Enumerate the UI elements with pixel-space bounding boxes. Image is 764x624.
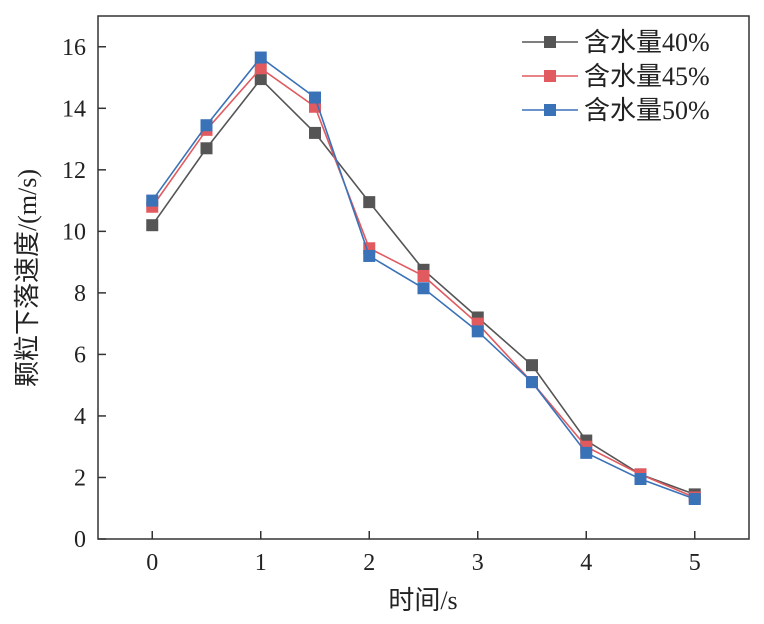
legend-label: 含水量50%	[584, 96, 710, 125]
y-axis: 0 2 4 6 8 10 12 14 16	[62, 35, 106, 553]
y-tick-label: 10	[62, 219, 86, 245]
data-point	[254, 73, 267, 86]
plot-border	[97, 15, 750, 540]
x-tick-label: 1	[255, 550, 267, 576]
legend-label: 含水量40%	[584, 28, 710, 57]
data-point	[309, 91, 321, 104]
data-point	[146, 219, 159, 232]
data-point	[254, 62, 267, 75]
data-point	[417, 269, 430, 282]
legend-item: 含水量40%	[522, 28, 710, 57]
data-point	[363, 196, 376, 209]
legend: 含水量40% 含水量45% 含水量50%	[522, 28, 710, 125]
data-point	[688, 493, 701, 506]
x-axis-title: 时间/s	[388, 586, 457, 615]
series-layer	[146, 51, 701, 506]
data-point	[526, 376, 538, 389]
data-point	[146, 194, 159, 207]
y-tick-label: 6	[74, 342, 86, 368]
data-point	[417, 282, 430, 295]
x-tick-label: 3	[472, 550, 484, 576]
data-point	[200, 142, 213, 155]
data-point	[580, 446, 593, 459]
legend-label: 含水量45%	[584, 62, 710, 91]
data-point	[526, 359, 538, 372]
y-tick-label: 0	[74, 527, 86, 553]
legend-item: 含水量45%	[522, 62, 710, 91]
y-tick-label: 14	[62, 96, 86, 122]
plot-area	[97, 15, 750, 540]
data-point	[634, 473, 647, 486]
legend-marker	[544, 104, 556, 116]
y-axis-title: 颗粒下落速度/(m/s)	[13, 169, 42, 387]
y-tick-label: 12	[62, 158, 86, 184]
x-tick-label: 2	[363, 550, 375, 576]
data-point	[254, 51, 267, 64]
x-axis: 0 1 2 3 4 5	[146, 531, 701, 576]
x-tick-label: 0	[146, 550, 158, 576]
x-tick-label: 4	[580, 550, 592, 576]
legend-marker	[544, 36, 556, 48]
y-tick-label: 2	[74, 465, 86, 491]
y-tick-label: 4	[74, 404, 86, 430]
y-tick-label: 8	[74, 281, 86, 307]
data-point	[309, 126, 321, 139]
series-3	[146, 51, 701, 506]
data-point	[471, 325, 484, 338]
legend-marker	[544, 70, 556, 82]
y-tick-label: 16	[62, 35, 86, 61]
data-point	[200, 119, 213, 132]
data-point	[309, 100, 321, 113]
data-point	[363, 249, 376, 262]
x-tick-label: 5	[689, 550, 701, 576]
legend-item: 含水量50%	[522, 96, 710, 125]
